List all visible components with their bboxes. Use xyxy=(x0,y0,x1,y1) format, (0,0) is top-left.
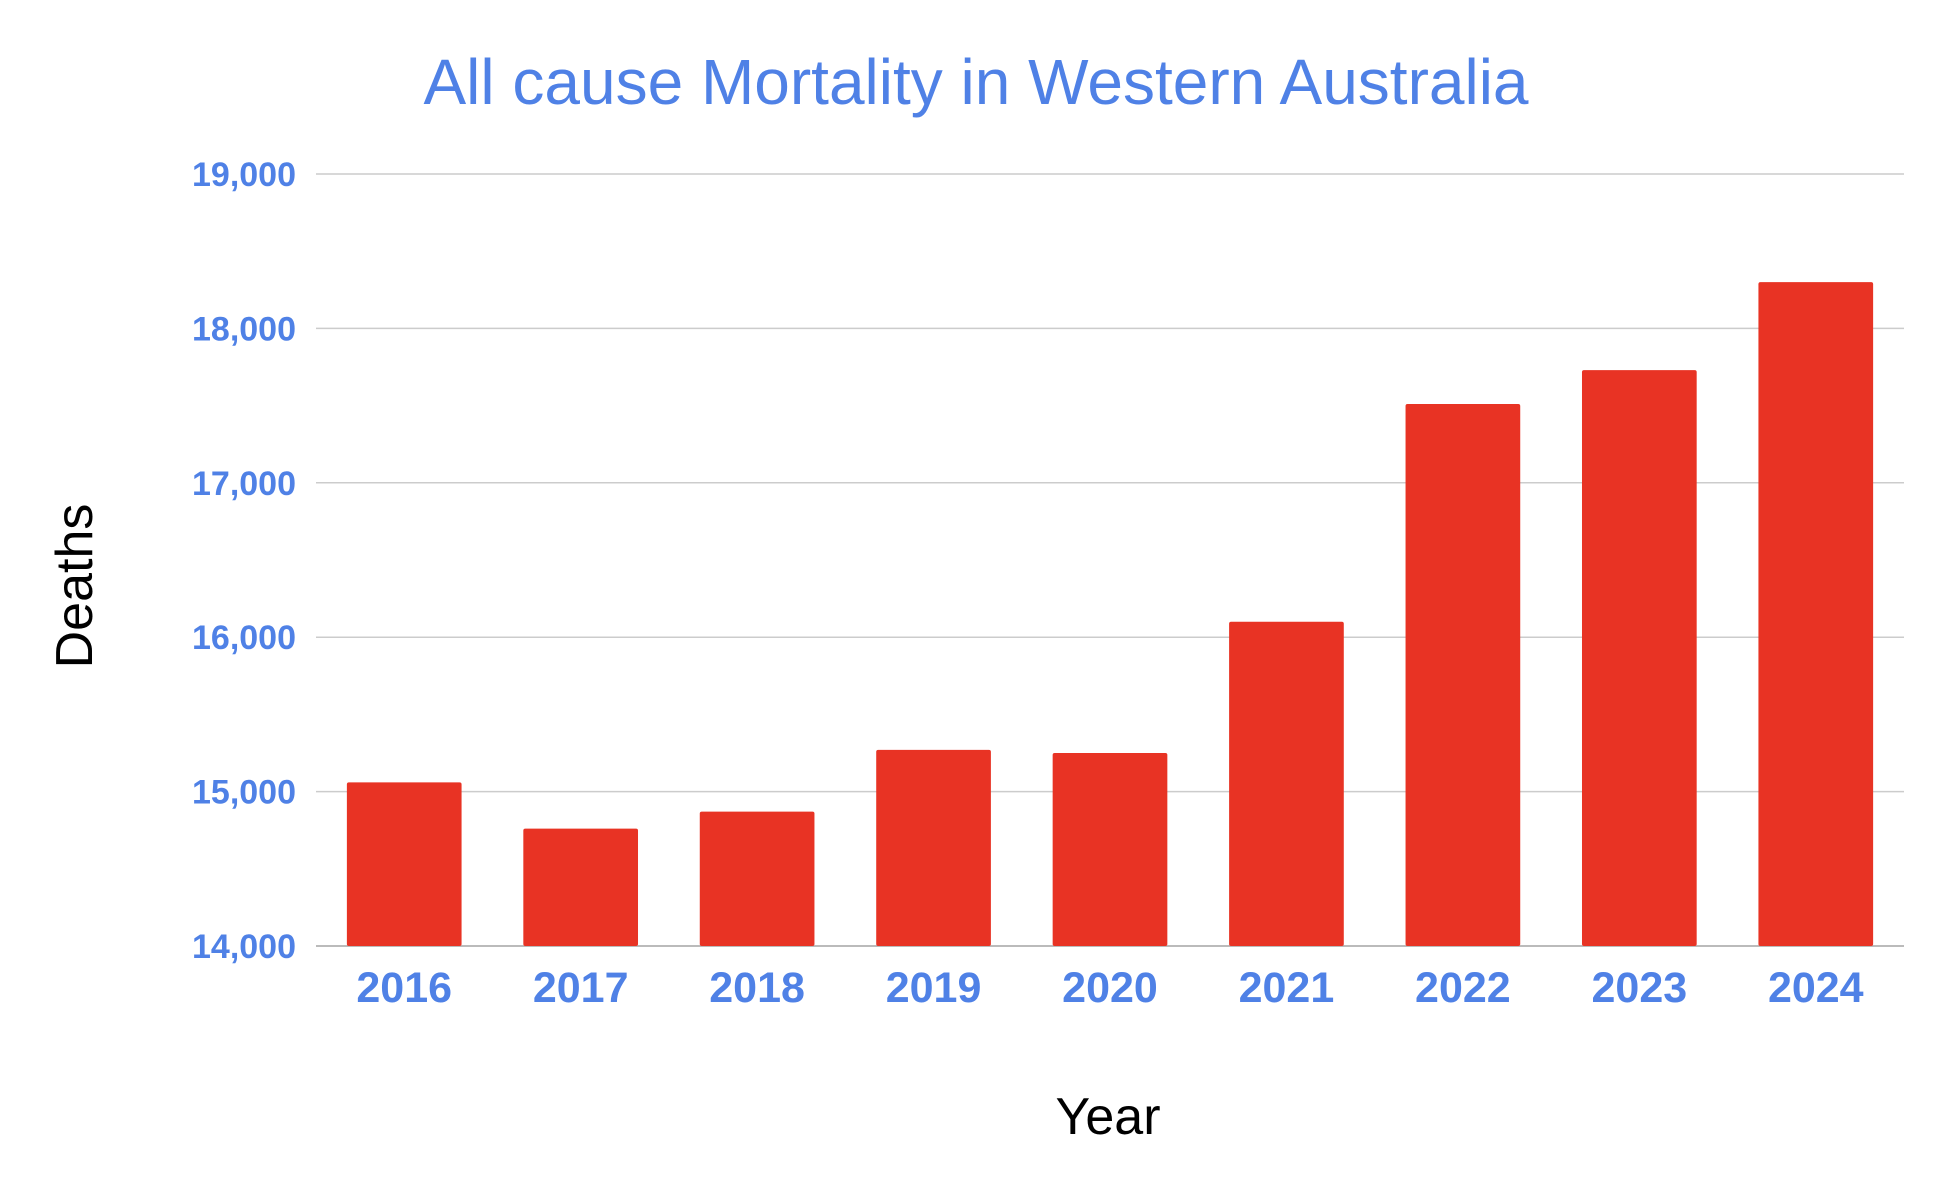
x-tick-label: 2017 xyxy=(533,964,629,1012)
x-tick-label: 2024 xyxy=(1768,964,1864,1012)
x-tick-label: 2020 xyxy=(1062,964,1158,1012)
x-tick-label: 2022 xyxy=(1415,964,1511,1012)
y-tick-label: 16,000 xyxy=(192,619,296,657)
bar-2022 xyxy=(1405,404,1521,946)
x-tick-label: 2019 xyxy=(886,964,982,1012)
bar-2017 xyxy=(523,828,639,946)
chart-title: All cause Mortality in Western Australia xyxy=(423,46,1528,118)
x-tick-label: 2023 xyxy=(1591,964,1687,1012)
bar-2020 xyxy=(1052,753,1168,946)
x-axis-label: Year xyxy=(1055,1088,1160,1146)
bar-2024 xyxy=(1758,282,1874,947)
bar-2021 xyxy=(1229,621,1344,946)
bar-2019 xyxy=(876,749,991,946)
y-tick-label: 15,000 xyxy=(192,774,296,812)
bars xyxy=(346,282,1874,947)
x-tick-label: 2016 xyxy=(356,964,452,1012)
x-tick-label: 2021 xyxy=(1239,964,1335,1012)
y-tick-label: 18,000 xyxy=(192,310,296,348)
y-axis-tick-labels: 14,000 15,000 16,000 17,000 18,000 19,000 xyxy=(192,156,296,966)
x-tick-label: 2018 xyxy=(709,964,805,1012)
y-tick-label: 14,000 xyxy=(192,928,296,966)
bar-2016 xyxy=(346,782,462,946)
bar-2018 xyxy=(699,811,815,946)
y-axis-label: Deaths xyxy=(46,504,104,669)
bar-2023 xyxy=(1581,370,1697,946)
y-tick-label: 17,000 xyxy=(192,465,296,503)
x-axis-tick-labels: 2016 2017 2018 2019 2020 2021 2022 2023 2024 xyxy=(356,964,1863,1012)
y-tick-label: 19,000 xyxy=(192,156,296,194)
